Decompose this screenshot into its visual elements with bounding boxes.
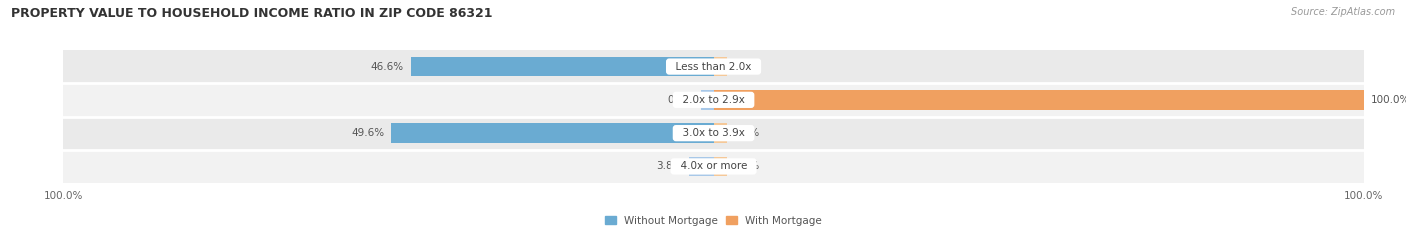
Text: 46.6%: 46.6% — [371, 62, 404, 72]
Bar — [391, 123, 713, 143]
Text: Less than 2.0x: Less than 2.0x — [669, 62, 758, 72]
Bar — [713, 123, 727, 143]
Bar — [713, 90, 1364, 110]
Bar — [63, 83, 1364, 116]
Legend: Without Mortgage, With Mortgage: Without Mortgage, With Mortgage — [602, 212, 825, 230]
Bar — [713, 157, 727, 176]
Bar — [713, 57, 727, 76]
Bar — [689, 157, 713, 176]
Bar — [63, 150, 1364, 183]
Bar — [700, 90, 713, 110]
Bar — [411, 57, 713, 76]
Text: 0.0%: 0.0% — [733, 161, 759, 171]
Bar — [63, 116, 1364, 150]
Text: 3.0x to 3.9x: 3.0x to 3.9x — [676, 128, 751, 138]
Text: 2.0x to 2.9x: 2.0x to 2.9x — [676, 95, 751, 105]
Text: 49.6%: 49.6% — [352, 128, 384, 138]
Text: 100.0%: 100.0% — [1371, 95, 1406, 105]
Text: 0.0%: 0.0% — [733, 128, 759, 138]
Text: PROPERTY VALUE TO HOUSEHOLD INCOME RATIO IN ZIP CODE 86321: PROPERTY VALUE TO HOUSEHOLD INCOME RATIO… — [11, 7, 492, 20]
Bar — [63, 50, 1364, 83]
Text: 3.8%: 3.8% — [655, 161, 682, 171]
Text: Source: ZipAtlas.com: Source: ZipAtlas.com — [1291, 7, 1395, 17]
Text: 0.0%: 0.0% — [668, 95, 695, 105]
Text: 0.0%: 0.0% — [733, 62, 759, 72]
Text: 4.0x or more: 4.0x or more — [673, 161, 754, 171]
